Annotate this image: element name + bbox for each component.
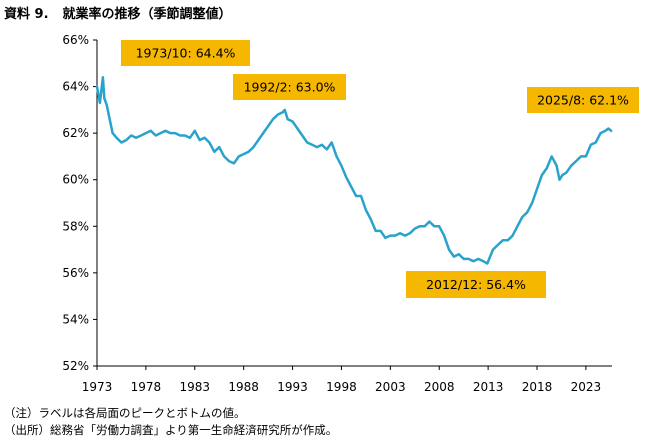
figure-number: 資料 9.: [4, 7, 49, 22]
x-tick-label: 2008: [424, 380, 455, 394]
x-tick-label: 1998: [326, 380, 357, 394]
series-line-employment-rate: [95, 76, 613, 265]
annotation-text: 1992/2: 63.0%: [244, 80, 336, 95]
y-tick-label: 58%: [62, 219, 89, 233]
annotation-label: 2012/12: 56.4%: [406, 271, 546, 298]
annotation-label: 1992/2: 63.0%: [233, 74, 346, 100]
y-tick-label: 60%: [62, 173, 89, 187]
annotation-box: [527, 87, 639, 113]
x-tick-label: 1993: [277, 380, 308, 394]
figure-title: 就業率の推移（季節調整値）: [62, 7, 232, 22]
x-tick-label: 1983: [180, 380, 211, 394]
y-tick-label: 56%: [62, 266, 89, 280]
x-tick-label: 2003: [375, 380, 406, 394]
x-tick-label: 1973: [82, 380, 113, 394]
annotation-text: 2012/12: 56.4%: [426, 277, 526, 292]
x-tick-label: 2023: [571, 380, 602, 394]
y-tick-label: 64%: [62, 80, 89, 94]
chart-title: 資料 9. 就業率の推移（季節調整値）: [4, 3, 232, 22]
y-tick-label: 66%: [62, 33, 89, 47]
x-tick-label: 2018: [522, 380, 553, 394]
y-tick-label: 54%: [62, 312, 89, 326]
y-tick-label: 52%: [62, 359, 89, 373]
x-tick-label: 1988: [228, 380, 259, 394]
x-tick-label: 1978: [131, 380, 162, 394]
note-text: （注）ラベルは各局面のピークとボトムの値。: [4, 406, 246, 420]
annotation-label: 1973/10: 64.4%: [121, 40, 250, 66]
annotation-box: [233, 74, 346, 100]
annotation-box: [121, 40, 250, 66]
annotation-text: 1973/10: 64.4%: [136, 46, 236, 61]
notes-block: （注）ラベルは各局面のピークとボトムの値。 （出所）総務省「労働力調査」より第一…: [4, 405, 337, 439]
annotation-label: 2025/8: 62.1%: [527, 87, 639, 113]
x-tick-label: 2013: [473, 380, 504, 394]
annotation-text: 2025/8: 62.1%: [537, 93, 629, 108]
y-tick-label: 62%: [62, 126, 89, 140]
source-text: （出所）総務省「労働力調査」より第一生命経済研究所が作成。: [4, 423, 338, 437]
annotation-box: [406, 271, 546, 298]
